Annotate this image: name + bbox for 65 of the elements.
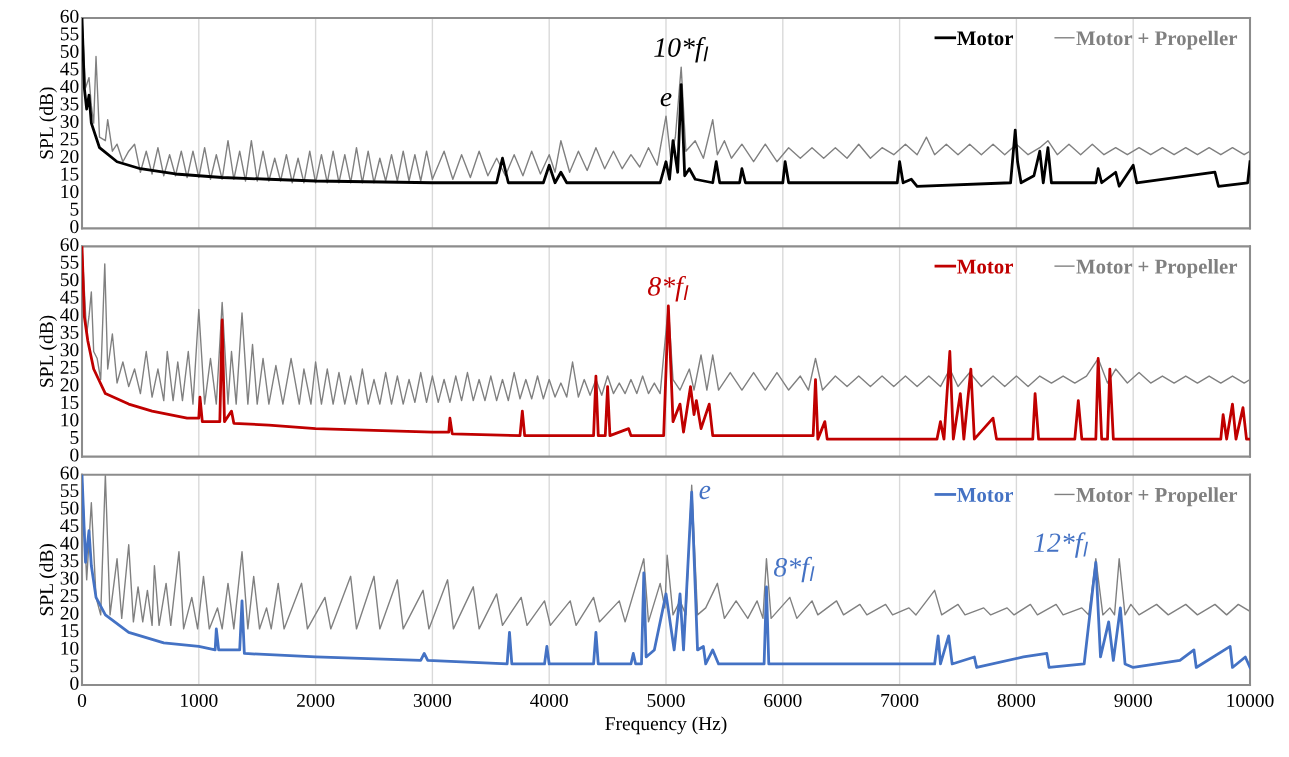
y-tick-label: 55 xyxy=(60,255,79,269)
legend-label: Motor + Propeller xyxy=(1076,487,1238,507)
y-tick-label: 20 xyxy=(60,378,79,392)
y-tick-label: 35 xyxy=(60,97,79,111)
legend-label: Motor + Propeller xyxy=(1076,30,1238,50)
x-tick-label: 7000 xyxy=(881,693,919,708)
legend-label: Motor xyxy=(957,259,1014,274)
y-tick-label: 35 xyxy=(60,554,79,568)
x-tick-label: 8000 xyxy=(997,693,1036,708)
y-tick-label: 45 xyxy=(60,519,79,533)
annotation: 10*f$_{l}$ xyxy=(654,37,709,63)
annotation: 12*f$_{l}$ xyxy=(1034,532,1088,558)
y-tick-label: 60 xyxy=(60,466,79,480)
x-tick-label: 3000 xyxy=(413,693,452,708)
y-tick-label: 50 xyxy=(60,44,79,58)
y-axis-title: SPL (dB) xyxy=(39,315,57,387)
y-axis-title: SPL (dB) xyxy=(39,544,57,616)
y-tick-label: 10 xyxy=(61,641,79,655)
x-tick-label: 1000 xyxy=(181,693,218,708)
x-tick-label: 10000 xyxy=(1227,693,1274,708)
y-tick-label: 55 xyxy=(60,27,79,41)
y-tick-label: 20 xyxy=(60,606,79,620)
annotation: e xyxy=(699,485,711,500)
annotation: 8*f$_{l}$ xyxy=(773,556,815,583)
y-tick-label: 0 xyxy=(70,220,79,234)
x-tick-label: 9000 xyxy=(1114,693,1152,708)
y-tick-label: 45 xyxy=(60,62,79,76)
y-tick-label: 30 xyxy=(60,343,79,357)
y-tick-label: 25 xyxy=(60,132,79,146)
y-tick-label: 0 xyxy=(70,676,79,690)
y-tick-label: 0 xyxy=(70,448,79,462)
legend-label: Motor xyxy=(957,31,1014,46)
y-tick-label: 50 xyxy=(60,273,79,287)
y-tick-label: 10 xyxy=(61,185,79,199)
y-axis-title: SPL (dB) xyxy=(39,87,57,159)
y-tick-label: 35 xyxy=(60,325,79,339)
y-tick-label: 60 xyxy=(60,238,79,252)
legend-label: Motor xyxy=(957,488,1014,502)
y-tick-label: 10 xyxy=(61,413,79,427)
y-tick-label: 25 xyxy=(60,589,79,603)
y-tick-label: 60 xyxy=(60,9,79,23)
x-tick-label: 4000 xyxy=(530,693,568,708)
x-axis-title: Frequency (Hz) xyxy=(605,716,727,735)
y-tick-label: 45 xyxy=(60,290,79,304)
y-tick-label: 40 xyxy=(60,79,79,93)
y-tick-label: 5 xyxy=(70,202,79,216)
y-tick-label: 5 xyxy=(70,431,79,445)
y-tick-label: 55 xyxy=(60,484,79,498)
y-tick-label: 30 xyxy=(60,571,79,585)
y-tick-label: 15 xyxy=(61,624,79,638)
y-tick-label: 15 xyxy=(61,395,79,409)
y-tick-label: 40 xyxy=(60,536,79,550)
x-tick-label: 6000 xyxy=(764,693,802,708)
y-tick-label: 5 xyxy=(70,659,79,673)
y-tick-label: 30 xyxy=(60,114,79,129)
x-tick-label: 5000 xyxy=(647,693,685,708)
y-tick-label: 50 xyxy=(60,501,79,515)
y-tick-label: 15 xyxy=(61,167,79,181)
y-tick-label: 40 xyxy=(60,308,79,322)
annotation: 8*f$_{l}$ xyxy=(647,275,689,302)
y-tick-label: 25 xyxy=(60,360,79,374)
y-tick-label: 20 xyxy=(60,149,79,164)
x-tick-label: 2000 xyxy=(297,693,335,708)
annotation: e xyxy=(660,92,672,107)
legend-label: Motor + Propeller xyxy=(1076,258,1238,278)
